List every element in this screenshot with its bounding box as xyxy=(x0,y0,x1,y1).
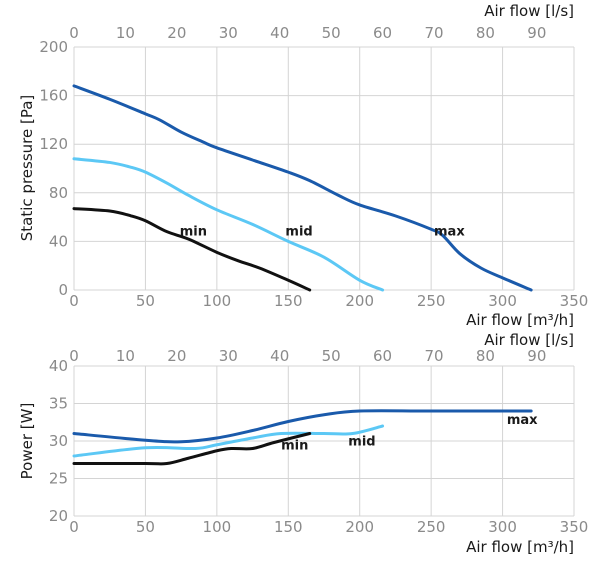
chart-2-series-mid-label: mid xyxy=(348,435,375,450)
chart-1-x2-tick-label: 10 xyxy=(116,24,135,42)
chart-1-y-tick-label: 80 xyxy=(49,184,68,202)
chart-2-series-max-line xyxy=(72,409,533,444)
chart-1-x-tick-label: 50 xyxy=(136,292,155,310)
chart-1-y-tick-label: 120 xyxy=(39,135,68,153)
chart-2-series-max-label: max xyxy=(507,413,538,428)
chart-2-series-min-line xyxy=(72,432,312,466)
chart-2-x2-tick-label: 0 xyxy=(69,347,79,365)
chart-2-x-tick-label: 150 xyxy=(274,518,303,536)
chart-1-x-tick-label: 100 xyxy=(203,292,232,310)
chart-1-x2-tick-label: 30 xyxy=(219,24,238,42)
chart-1-series-mid-label: mid xyxy=(285,224,312,239)
chart-1-x2-tick-label: 60 xyxy=(373,24,392,42)
chart-2-x-axis-label: Air flow [m³/h] xyxy=(466,538,574,556)
chart-2-x2-tick-label: 90 xyxy=(527,347,546,365)
chart-1-x-axis-label: Air flow [m³/h] xyxy=(466,311,574,329)
chart-1-series-max-label: max xyxy=(434,224,465,239)
chart-1-y-tick-label: 40 xyxy=(49,232,68,250)
chart-2-x2-tick-label: 60 xyxy=(373,347,392,365)
chart-1-x2-tick-label: 50 xyxy=(322,24,341,42)
chart-2-y-tick-label: 40 xyxy=(49,357,68,375)
chart-2-x-tick-label: 300 xyxy=(488,518,517,536)
chart-1-x2-tick-label: 0 xyxy=(69,24,79,42)
chart-2-y-tick-label: 20 xyxy=(49,507,68,525)
chart-2-y-tick-label: 35 xyxy=(49,395,68,413)
chart-1-x-tick-label: 0 xyxy=(69,292,79,310)
chart-2-x-tick-label: 100 xyxy=(203,518,232,536)
chart-1-y-tick-label: 0 xyxy=(58,281,68,299)
chart-2-x-tick-label: 0 xyxy=(69,518,79,536)
chart-1-series-max-line xyxy=(72,84,533,292)
chart-1-x-tick-label: 300 xyxy=(488,292,517,310)
chart-2-x2-tick-label: 70 xyxy=(424,347,443,365)
chart-1-x2-tick-label: 80 xyxy=(476,24,495,42)
chart-2-x2-tick-label: 20 xyxy=(167,347,186,365)
chart-1-series-min-label: min xyxy=(180,224,207,239)
chart-2-series-min-label: min xyxy=(281,438,308,453)
chart-2-x2-tick-label: 50 xyxy=(322,347,341,365)
chart-1-x-tick-label: 200 xyxy=(345,292,374,310)
chart-2-x-tick-label: 50 xyxy=(136,518,155,536)
chart-2-y-axis-label: Power [W] xyxy=(18,403,36,480)
chart-1-series-mid-line xyxy=(72,157,385,292)
chart-2-x2-axis-label: Air flow [l/s] xyxy=(484,331,574,349)
chart-1-x2-tick-label: 70 xyxy=(424,24,443,42)
chart-1-y-axis-label: Static pressure [Pa] xyxy=(18,95,36,241)
chart-1-x-tick-label: 350 xyxy=(560,292,589,310)
chart-2-x2-tick-label: 30 xyxy=(219,347,238,365)
chart-1-y-tick-label: 200 xyxy=(39,38,68,56)
chart-1-x2-axis-label: Air flow [l/s] xyxy=(484,2,574,20)
chart-1-x2-tick-label: 90 xyxy=(527,24,546,42)
chart-2-x2-tick-label: 80 xyxy=(476,347,495,365)
chart-2-x2-tick-label: 40 xyxy=(270,347,289,365)
chart-2-series-mid-line xyxy=(72,424,385,458)
chart-2-y-tick-label: 25 xyxy=(49,470,68,488)
chart-1-x-tick-label: 150 xyxy=(274,292,303,310)
chart-2-x-tick-label: 350 xyxy=(560,518,589,536)
chart-2-x2-tick-label: 10 xyxy=(116,347,135,365)
chart-2-x-tick-label: 200 xyxy=(345,518,374,536)
chart-1-x-tick-label: 250 xyxy=(417,292,446,310)
chart-2-x-tick-label: 250 xyxy=(417,518,446,536)
chart-1-x2-tick-label: 20 xyxy=(167,24,186,42)
chart-1-y-tick-label: 160 xyxy=(39,87,68,105)
chart-2-y-tick-label: 30 xyxy=(49,432,68,450)
chart-1-series-min-line xyxy=(72,207,312,292)
chart-1-x2-tick-label: 40 xyxy=(270,24,289,42)
